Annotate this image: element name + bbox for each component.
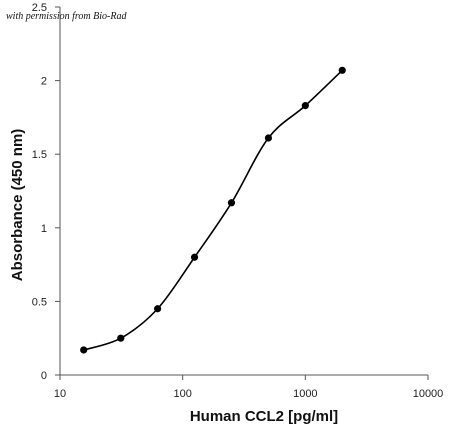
x-axis-ticks: 10 100 1000 10000 [54, 375, 443, 400]
data-point [264, 134, 273, 142]
x-axis-title: Human CCL2 [pg/ml] [190, 408, 338, 425]
y-axis-title: Absorbance (450 nm) [9, 129, 26, 282]
data-point [154, 305, 162, 313]
y-tick-label: 0 [41, 370, 47, 382]
y-tick-label: 2 [41, 76, 47, 88]
data-point [80, 346, 88, 354]
data-point [227, 199, 236, 207]
axes [59, 7, 428, 376]
y-tick-label: 2.5 [32, 2, 47, 14]
data-point [117, 334, 125, 342]
x-tick-label: 100 [173, 388, 191, 400]
y-tick-label: 0.5 [32, 296, 47, 308]
data-point [338, 66, 346, 74]
y-axis-ticks: 0 0.5 1 1.5 2 2.5 [32, 2, 60, 382]
y-tick-label: 1 [41, 223, 47, 235]
data-points [80, 66, 346, 354]
data-point [190, 253, 199, 261]
data-point [301, 102, 309, 110]
x-tick-label: 10 [54, 388, 66, 400]
permission-annotation: with permission from Bio-Rad [6, 11, 127, 22]
x-tick-label: 1000 [293, 388, 317, 400]
y-tick-label: 1.5 [32, 149, 47, 161]
x-tick-label: 10000 [413, 388, 444, 400]
fit-curve [83, 69, 343, 351]
